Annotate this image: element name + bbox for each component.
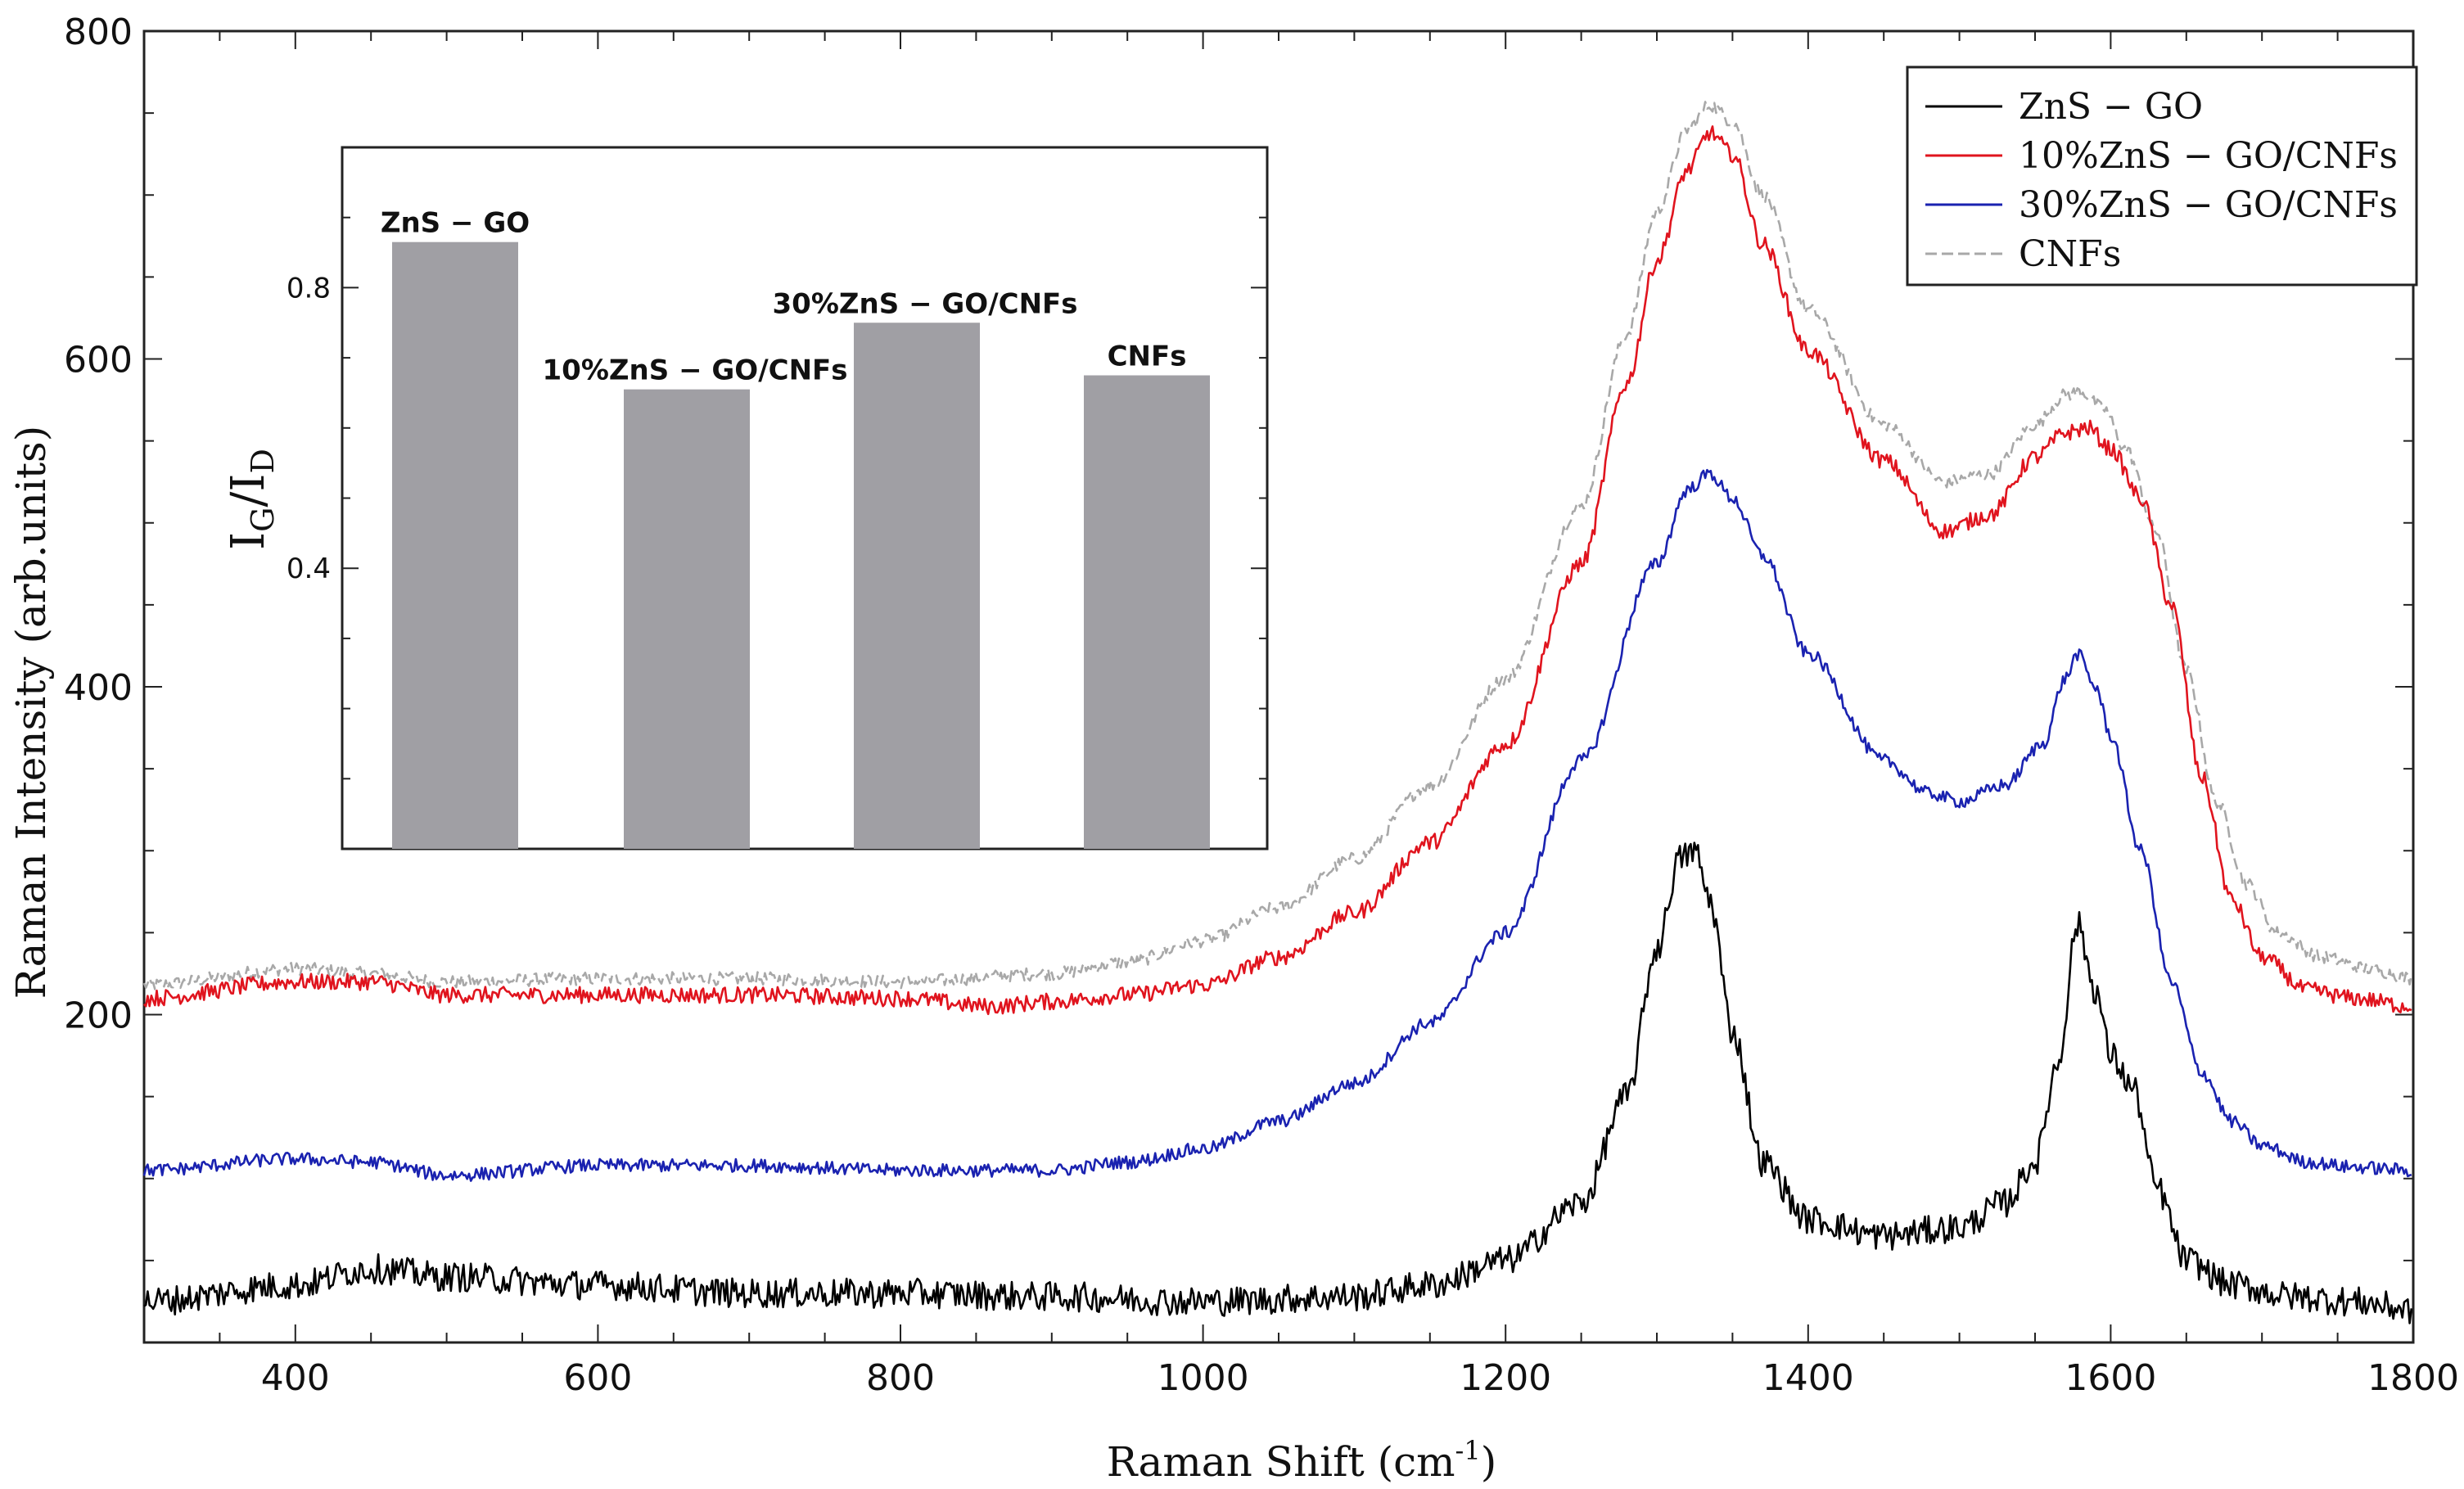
inset-bar-chart: 0.4 0.8 ZnS − GO 10%ZnS − GO/CNFs 30%ZnS − …: [222, 146, 1269, 851]
legend-label: ZnS − GO: [2019, 86, 2203, 128]
y-tick-label: 200: [64, 995, 133, 1037]
x-axis-title: Raman Shift (cm-1): [1107, 1435, 1496, 1486]
legend: ZnS − GO 10%ZnS − GO/CNFs 30%ZnS − GO/CNFs…: [1906, 65, 2418, 287]
inset-y-axis-title: IG/ID: [222, 449, 281, 550]
y-tick-label: 600: [64, 340, 133, 381]
x-tick-label: 1800: [2367, 1357, 2459, 1399]
y-tick-label: 400: [64, 667, 133, 709]
series-line-1: [143, 842, 2413, 1324]
inset-bars: ZnS − GO 10%ZnS − GO/CNFs 30%ZnS − GO/CNFs…: [381, 207, 1210, 849]
x-tick-label: 1000: [1158, 1357, 1249, 1399]
x-tick-label: 600: [563, 1357, 632, 1399]
x-tick-label: 1200: [1460, 1357, 1551, 1399]
series-layer: [142, 101, 2413, 1324]
inset-bar-label: 10%ZnS − GO/CNFs: [543, 354, 848, 387]
inset-bar-label: CNFs: [1108, 341, 1187, 373]
main-axes: 400 600 800 1000 1200 1400 1600 1800 200 400 600 80…: [64, 11, 2459, 1399]
inset-bar: [854, 323, 980, 849]
inset-y-tick-label: 0.4: [287, 553, 331, 585]
inset-y-tick-label: 0.8: [287, 272, 331, 305]
inset-bar-label: ZnS − GO: [381, 207, 530, 240]
legend-frame: [1906, 65, 2418, 287]
series-line-4: [142, 101, 2413, 990]
legend-label: CNFs: [2019, 233, 2121, 275]
x-tick-label: 400: [261, 1357, 330, 1399]
legend-label: 30%ZnS − GO/CNFs: [2019, 184, 2398, 226]
inset-bar-label: 30%ZnS − GO/CNFs: [773, 287, 1078, 320]
inset-axes: 0.4 0.8: [287, 147, 1267, 780]
inset-bar: [624, 389, 750, 849]
y-axis-title: Raman Intensity (arb.units): [7, 426, 55, 999]
x-tick-label: 800: [866, 1357, 935, 1399]
inset-bar: [1084, 375, 1210, 849]
series-line-3: [142, 468, 2412, 1182]
y-tick-label: 800: [64, 11, 133, 53]
series-line-2: [143, 125, 2412, 1016]
x-tick-label: 1600: [2065, 1357, 2156, 1399]
legend-label: 10%ZnS − GO/CNFs: [2019, 135, 2398, 177]
inset-bar: [392, 241, 518, 849]
x-tick-label: 1400: [1762, 1357, 1854, 1399]
